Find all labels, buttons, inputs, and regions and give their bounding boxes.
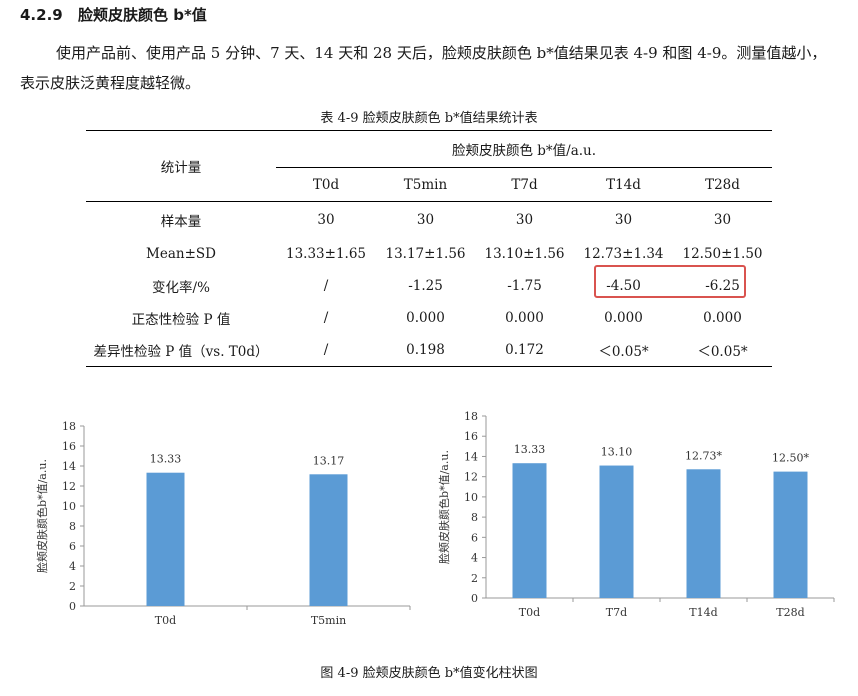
table-cell: 30 bbox=[574, 201, 673, 238]
column-header: T28d bbox=[673, 167, 772, 202]
y-tick-label: 6 bbox=[69, 540, 76, 553]
y-tick-label: 8 bbox=[471, 511, 478, 524]
row-label: 差异性检验 P 值（vs. T0d） bbox=[86, 334, 276, 367]
results-table: 统计量 脸颊皮肤颜色 b*值/a.u. T0d T5min T7d T14d T… bbox=[86, 130, 772, 367]
body-paragraph: 使用产品前、使用产品 5 分钟、7 天、14 天和 28 天后，脸颊皮肤颜色 b… bbox=[20, 44, 827, 92]
y-tick-label: 2 bbox=[471, 572, 478, 585]
table-caption: 表 4-9 脸颊皮肤颜色 b*值结果统计表 bbox=[320, 111, 538, 126]
table-cell: 0.000 bbox=[406, 310, 445, 326]
column-header: T7d bbox=[475, 167, 574, 202]
table-cell: -1.25 bbox=[408, 278, 443, 294]
group-header: 脸颊皮肤颜色 b*值/a.u. bbox=[276, 130, 772, 168]
bar-chart-left: 0 2 4 6 8 10 12 14 16 18 13.33 T0d 13.17 T5min 脸颊皮肤颜色b… bbox=[35, 420, 411, 627]
table-cell: 30 bbox=[673, 201, 772, 238]
data-label: 12.73* bbox=[685, 449, 722, 462]
table-cell: -1.75 bbox=[507, 278, 542, 294]
bar bbox=[686, 469, 721, 598]
table-row: 变化率/% / -1.25 -1.75 -4.50 -6.25 bbox=[86, 270, 772, 302]
table-cell: 13.10±1.56 bbox=[484, 246, 565, 262]
table-cell: ＜0.05* bbox=[673, 334, 772, 367]
column-header: T5min bbox=[376, 167, 475, 202]
table-cell: / bbox=[276, 334, 376, 367]
bar-chart-right: 0 2 4 6 8 10 12 14 16 18 13.33 T0d 13.10 T7d 12.73* T14… bbox=[437, 410, 835, 619]
table-header-row: 统计量 脸颊皮肤颜色 b*值/a.u. bbox=[86, 130, 772, 202]
table-cell: -6.25 bbox=[705, 278, 740, 294]
y-tick-label: 0 bbox=[471, 592, 478, 605]
table-row: 样本量 30 30 30 30 30 bbox=[86, 201, 772, 238]
x-tick-label: T14d bbox=[689, 606, 717, 619]
x-tick-label: T7d bbox=[606, 606, 627, 619]
x-tick-label: T0d bbox=[155, 614, 176, 627]
y-tick-label: 12 bbox=[62, 480, 76, 493]
y-tick-label: 4 bbox=[471, 552, 478, 565]
table-cell: 0.172 bbox=[475, 334, 574, 367]
y-axis-title: 脸颊皮肤颜色b*值/a.u. bbox=[437, 450, 451, 564]
y-tick-label: 6 bbox=[471, 531, 478, 544]
y-tick-label: 16 bbox=[464, 430, 478, 443]
y-tick-label: 14 bbox=[464, 450, 478, 463]
table-cell: 0.000 bbox=[505, 310, 544, 326]
table-cell: -4.50 bbox=[606, 278, 641, 294]
y-tick-label: 18 bbox=[62, 420, 76, 433]
y-tick-label: 8 bbox=[69, 520, 76, 533]
bar bbox=[512, 463, 547, 598]
bar bbox=[773, 471, 808, 598]
column-header: T0d bbox=[276, 167, 376, 202]
y-tick-label: 4 bbox=[69, 560, 76, 573]
section-title: 脸颊皮肤颜色 b*值 bbox=[78, 6, 207, 24]
data-label: 13.10 bbox=[601, 446, 633, 459]
table-cell: ＜0.05* bbox=[574, 334, 673, 367]
table-cell: 13.33±1.65 bbox=[285, 246, 367, 262]
y-tick-label: 14 bbox=[62, 460, 76, 473]
bar bbox=[599, 465, 634, 598]
y-tick-label: 16 bbox=[62, 440, 76, 453]
row-label: Mean±SD bbox=[146, 246, 216, 262]
bar bbox=[309, 474, 348, 606]
row-label: 变化率/% bbox=[152, 280, 210, 296]
highlight-box bbox=[594, 265, 746, 298]
x-tick-label: T28d bbox=[776, 606, 804, 619]
row-label: 样本量 bbox=[86, 201, 276, 238]
y-tick-label: 2 bbox=[69, 580, 76, 593]
x-tick-label: T5min bbox=[311, 614, 346, 627]
y-tick-label: 12 bbox=[464, 471, 478, 484]
column-header: T14d bbox=[574, 167, 673, 202]
y-tick-label: 10 bbox=[62, 500, 76, 513]
table-cell: 0.000 bbox=[604, 310, 643, 326]
figure-caption: 图 4-9 脸颊皮肤颜色 b*值变化柱状图 bbox=[320, 666, 538, 681]
table-cell: / bbox=[323, 310, 329, 326]
table-cell: 13.17±1.56 bbox=[385, 246, 466, 262]
table-cell: 0.000 bbox=[703, 310, 742, 326]
y-tick-label: 18 bbox=[464, 410, 478, 423]
table-subheader-row: T0d T5min T7d T14d T28d bbox=[86, 167, 772, 202]
y-tick-label: 10 bbox=[464, 491, 478, 504]
table-row: Mean±SD 13.33±1.65 13.17±1.56 13.10±1.56… bbox=[86, 238, 772, 270]
data-label: 12.50* bbox=[772, 452, 809, 465]
y-axis-title: 脸颊皮肤颜色b*值/a.u. bbox=[35, 459, 49, 573]
table-row: 差异性检验 P 值（vs. T0d） / 0.198 0.172 ＜0.05* … bbox=[86, 334, 772, 367]
x-tick-label: T0d bbox=[519, 606, 540, 619]
data-label: 13.17 bbox=[313, 454, 345, 467]
row-label: 正态性检验 P 值 bbox=[131, 312, 231, 328]
stat-header: 统计量 bbox=[86, 130, 276, 202]
data-label: 13.33 bbox=[514, 443, 546, 456]
table-cell: / bbox=[323, 278, 329, 294]
table-cell: 12.73±1.34 bbox=[583, 246, 664, 262]
table-cell: 30 bbox=[276, 201, 376, 238]
section-number: 4.2.9 bbox=[20, 6, 63, 24]
bar bbox=[146, 472, 185, 606]
table-cell: 12.50±1.50 bbox=[682, 246, 763, 262]
table-cell: 30 bbox=[475, 201, 574, 238]
section-heading: 4.2.9 脸颊皮肤颜色 b*值 bbox=[20, 4, 207, 25]
table-row: 正态性检验 P 值 / 0.000 0.000 0.000 0.000 bbox=[86, 302, 772, 334]
table-cell: 30 bbox=[376, 201, 475, 238]
data-label: 13.33 bbox=[150, 453, 182, 466]
y-tick-label: 0 bbox=[69, 600, 76, 613]
table-cell: 0.198 bbox=[376, 334, 475, 367]
